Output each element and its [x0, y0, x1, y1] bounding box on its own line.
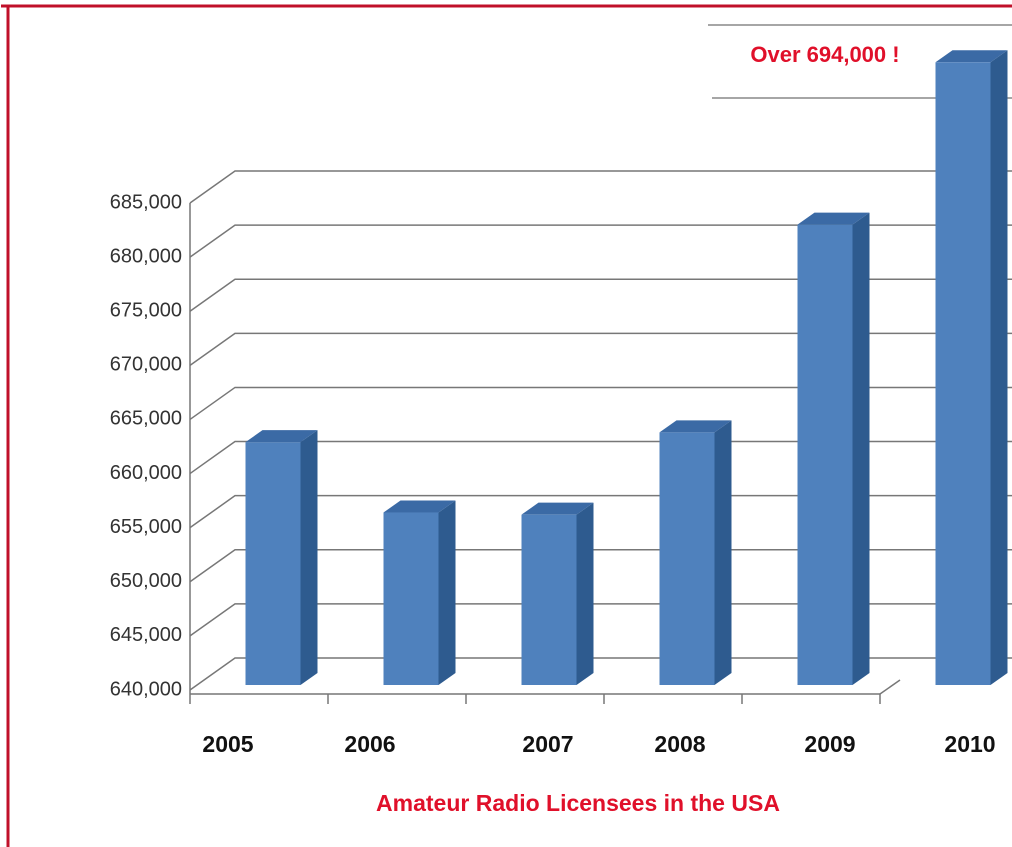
- bar-top: [245, 430, 318, 443]
- grid-line: [189, 657, 1012, 691]
- x-tick-label: 2006: [344, 731, 395, 757]
- bar-top: [383, 500, 456, 513]
- bar-side: [438, 500, 456, 685]
- annotation: Over 694,000 !: [750, 42, 899, 67]
- bar: [521, 514, 577, 685]
- bar-side: [300, 430, 318, 685]
- bar: [659, 432, 715, 685]
- chart-title: Amateur Radio Licensees in the USA: [376, 790, 780, 816]
- grid-line: [189, 278, 1012, 312]
- grid-line: [189, 386, 1012, 421]
- grid-line: [189, 170, 1012, 204]
- x-tick-label: 2010: [944, 731, 995, 757]
- y-tick-label: 670,000: [110, 354, 182, 376]
- bar-side: [852, 212, 870, 685]
- grid-line: [189, 440, 1012, 475]
- bar-side: [576, 502, 594, 685]
- bar-top: [521, 502, 594, 515]
- x-tick-label: 2005: [202, 731, 253, 757]
- bar-top: [797, 212, 870, 225]
- grid-line: [189, 549, 1012, 583]
- x-axis-depth: [879, 679, 901, 695]
- bar-top: [935, 50, 1008, 63]
- bar: [935, 62, 991, 686]
- x-tick-label: 2009: [804, 731, 855, 757]
- y-tick-label: 675,000: [110, 300, 182, 322]
- y-tick-label: 640,000: [110, 678, 182, 700]
- bar: [797, 224, 853, 685]
- y-tick-label: 650,000: [110, 570, 182, 592]
- grid-line: [189, 332, 1012, 366]
- bar-side: [990, 50, 1008, 686]
- bar-side: [714, 420, 732, 685]
- y-tick-label: 660,000: [110, 462, 182, 484]
- y-tick-label: 655,000: [110, 516, 182, 538]
- bar: [245, 442, 301, 685]
- x-tick-label: 2007: [522, 731, 573, 757]
- y-tick-label: 645,000: [110, 624, 182, 646]
- grid-line: [189, 494, 1012, 529]
- grid-line: [189, 224, 1012, 258]
- bar-top: [659, 420, 732, 433]
- x-tick-label: 2008: [654, 731, 705, 757]
- bar: [383, 512, 439, 685]
- grid-line: [189, 603, 1012, 637]
- y-tick-label: 685,000: [110, 191, 182, 213]
- y-tick-label: 665,000: [110, 408, 182, 430]
- y-tick-label: 680,000: [110, 245, 182, 267]
